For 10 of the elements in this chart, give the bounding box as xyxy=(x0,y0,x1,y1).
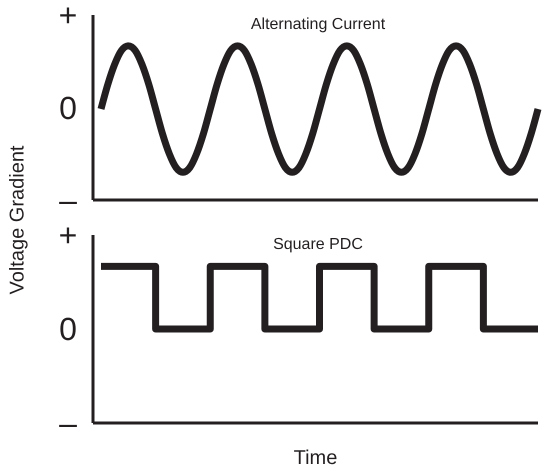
text: – xyxy=(59,405,77,441)
y-axis-title: Voltage Gradient xyxy=(6,146,30,294)
text: 0 xyxy=(59,311,77,347)
text: + xyxy=(58,0,78,33)
text: + xyxy=(58,217,78,253)
chart-title: Alternating Current xyxy=(250,16,386,34)
chart-title: Square PDC xyxy=(272,236,364,254)
text: 0 xyxy=(59,90,77,126)
x-axis-title: Time xyxy=(292,447,338,469)
text: – xyxy=(59,182,77,218)
